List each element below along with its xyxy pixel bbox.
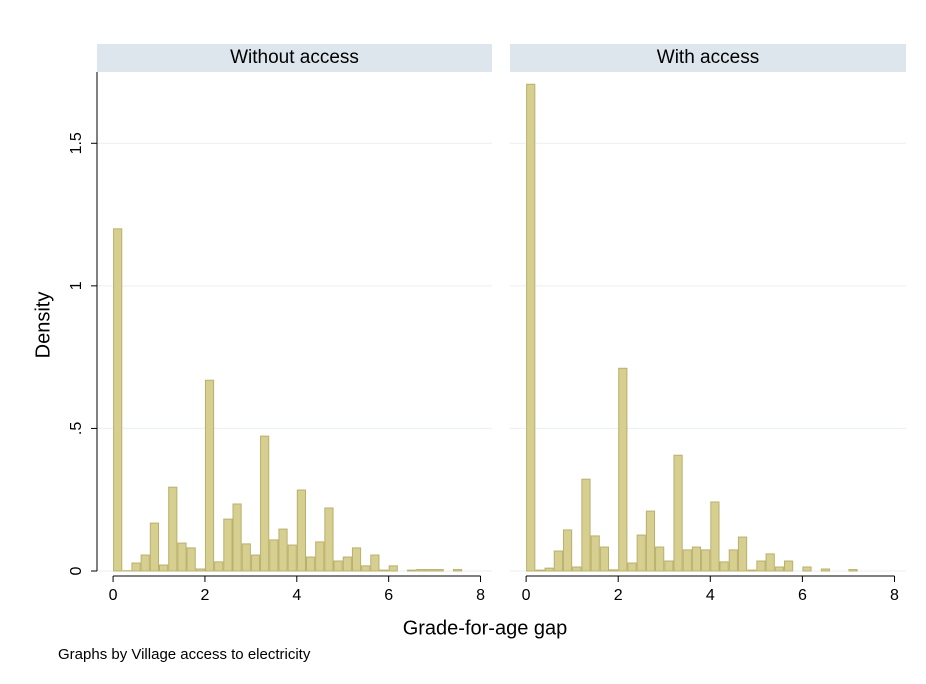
strip (97, 44, 492, 72)
bar (168, 486, 178, 572)
x-tick-label: 2 (200, 587, 209, 604)
bar (618, 367, 628, 572)
x-tick-label: 8 (476, 587, 485, 604)
bar (223, 518, 233, 572)
y-tick-label: 1 (68, 281, 85, 290)
bar (278, 528, 288, 572)
bar (691, 546, 702, 572)
y-tick-label: 0 (68, 566, 85, 575)
bar (434, 569, 444, 572)
bar (140, 554, 150, 572)
bar (645, 510, 656, 572)
bar (204, 379, 215, 572)
bar (195, 568, 205, 572)
bar (388, 565, 398, 572)
bar (728, 549, 738, 572)
bar (590, 535, 600, 572)
bar (682, 549, 692, 572)
bar (232, 503, 242, 572)
bar (159, 564, 169, 572)
y-tick-label: .5 (68, 422, 85, 435)
bar (361, 565, 371, 572)
bar (553, 550, 563, 572)
bar (296, 489, 306, 572)
note: Graphs by Village access to electricity (58, 646, 311, 663)
bar (655, 546, 665, 572)
bar (562, 529, 573, 572)
bar (241, 543, 251, 572)
bar (747, 569, 757, 572)
bar (581, 478, 591, 572)
bar (664, 560, 674, 572)
panel-title: With access (657, 47, 759, 68)
x-axis-title: Grade-for-age gap (403, 617, 568, 639)
bar (802, 566, 812, 572)
bar (572, 566, 582, 572)
bar (287, 544, 297, 572)
bar (305, 556, 316, 572)
x-tick-label: 8 (890, 587, 899, 604)
bar (250, 554, 261, 572)
bar (820, 568, 831, 572)
x-tick-label: 4 (292, 587, 301, 604)
bar (765, 553, 775, 572)
bar (526, 83, 536, 572)
bar (609, 569, 619, 572)
x-tick-label: 2 (614, 587, 623, 604)
x-tick-label: 6 (384, 587, 393, 604)
bar (324, 507, 334, 572)
x-tick-label: 6 (798, 587, 807, 604)
strip (510, 44, 906, 72)
bar (214, 561, 224, 572)
bar (756, 560, 766, 572)
bar (673, 454, 683, 572)
bar (737, 536, 748, 572)
bar (627, 562, 637, 572)
y-tick-label: 1.5 (68, 132, 85, 154)
bar (719, 561, 729, 572)
panel-title: Without access (230, 47, 359, 68)
bar (710, 501, 720, 572)
bar (149, 522, 160, 572)
bar (599, 546, 610, 572)
bar (701, 549, 711, 572)
bar (269, 539, 279, 572)
bar (452, 569, 463, 572)
bar (351, 547, 362, 572)
bar (315, 541, 325, 572)
bar (113, 228, 123, 572)
bar (379, 569, 389, 572)
bar (783, 560, 794, 572)
bar (260, 435, 270, 572)
bar (535, 569, 545, 572)
bar (186, 547, 196, 572)
bar (636, 534, 646, 572)
bar (774, 566, 784, 572)
bar (416, 569, 426, 572)
x-tick-label: 0 (109, 587, 118, 604)
bar (848, 569, 858, 572)
bar (425, 569, 435, 572)
bar (544, 567, 554, 572)
bar (177, 542, 187, 572)
x-tick-label: 4 (706, 587, 715, 604)
bar (131, 562, 141, 572)
bar (407, 569, 417, 572)
bar (342, 556, 352, 572)
x-tick-label: 0 (522, 587, 531, 604)
bar (333, 560, 343, 572)
y-axis-title: Density (32, 292, 54, 359)
bar (370, 554, 380, 572)
